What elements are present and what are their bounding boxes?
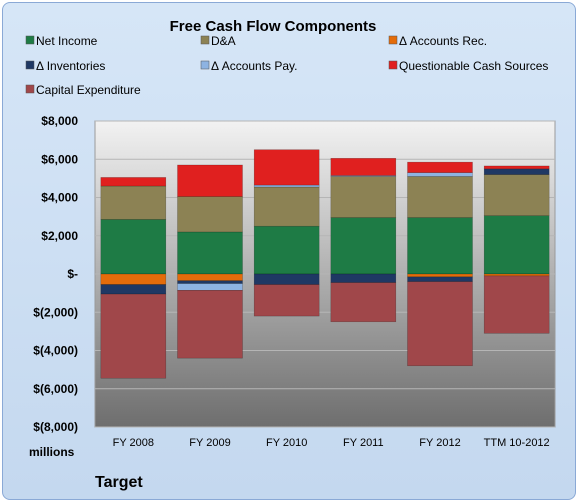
bar-segment: [483, 273, 550, 277]
bar-segment: [407, 161, 473, 173]
bar-segment: [100, 273, 167, 285]
y-tick-label: $4,000: [41, 191, 78, 205]
legend-item-label: Δ Accounts Pay.: [211, 59, 298, 73]
x-tick-label: FY 2009: [189, 437, 230, 449]
bar-segment: [253, 184, 320, 188]
bar-segment: [330, 273, 397, 283]
y-tick-label: $8,000: [41, 114, 78, 128]
bar-segment: [483, 215, 550, 275]
bar-segment: [407, 276, 473, 282]
y-tick-label: $2,000: [41, 229, 78, 243]
unit-label: millions: [29, 445, 75, 459]
y-axis-ticks: $8,000 $6,000 $4,000 $2,000 $- $(2,000) $(4,00…: [33, 114, 78, 434]
bar-segment: [330, 175, 397, 177]
bar-segment: [483, 275, 550, 334]
bar-segment: [100, 284, 167, 295]
bar-segment: [407, 176, 473, 218]
legend-item-label: Questionable Cash Sources: [399, 59, 548, 73]
bar-segment: [177, 283, 243, 291]
bar-segment: [483, 174, 550, 216]
legend-swatch: [200, 35, 210, 45]
x-tick-label: FY 2012: [419, 437, 460, 449]
legend-swatch: [388, 35, 398, 45]
legend: Net Income D&A Δ Accounts Rec. Δ Inventorie…: [25, 34, 548, 97]
bar-segment: [330, 158, 397, 176]
bar-segment: [177, 231, 243, 275]
bar-segment: [177, 290, 243, 359]
bars: [100, 149, 550, 379]
bar-segment: [253, 149, 320, 186]
bar-segment: [177, 280, 243, 284]
bar-segment: [253, 225, 320, 275]
x-tick-label: TTM 10-2012: [484, 437, 550, 449]
legend-swatch: [25, 35, 35, 45]
bar-segment: [330, 282, 397, 323]
bar-segment: [253, 284, 320, 317]
bar-segment: [253, 273, 320, 285]
bar-segment: [330, 176, 397, 218]
legend-item-label: Net Income: [36, 34, 98, 48]
legend-item-label: Capital Expenditure: [36, 83, 141, 97]
legend-swatch: [388, 60, 398, 70]
bar-segment: [177, 196, 243, 233]
bar-segment: [177, 164, 243, 197]
x-axis-ticks: FY 2008 FY 2009 FY 2010 FY 2011 FY 2012 TTM 1…: [113, 437, 550, 449]
legend-item-label: Δ Inventories: [36, 59, 105, 73]
bar-segment: [177, 273, 243, 281]
legend-swatch: [25, 60, 35, 70]
bar-segment: [100, 219, 167, 275]
bar-segment: [253, 186, 320, 227]
bar-segment: [407, 273, 473, 278]
bar-segment: [407, 172, 473, 177]
chart-title: Free Cash Flow Components: [170, 18, 377, 35]
gridlines: [95, 120, 555, 428]
bar-segment: [483, 165, 550, 170]
y-tick-label: $(2,000): [33, 305, 78, 319]
bar-segment: [100, 185, 167, 220]
y-tick-label: $-: [67, 267, 78, 281]
company-label: Target: [95, 474, 143, 491]
bar-segment: [407, 217, 473, 275]
legend-item-label: D&A: [211, 34, 236, 48]
bar-segment: [483, 168, 550, 175]
legend-swatch: [200, 60, 210, 70]
x-tick-label: FY 2010: [266, 437, 307, 449]
bar-segment: [100, 293, 167, 379]
y-tick-label: $(4,000): [33, 344, 78, 358]
y-tick-label: $(8,000): [33, 420, 78, 434]
y-tick-label: $(6,000): [33, 382, 78, 396]
x-tick-label: FY 2011: [343, 437, 384, 449]
legend-swatch: [25, 84, 35, 94]
bar-segment: [407, 281, 473, 367]
y-tick-label: $6,000: [41, 152, 78, 166]
x-tick-label: FY 2008: [113, 437, 154, 449]
bar-segment: [330, 217, 397, 275]
legend-item-label: Δ Accounts Rec.: [399, 34, 487, 48]
bar-segment: [100, 177, 167, 187]
